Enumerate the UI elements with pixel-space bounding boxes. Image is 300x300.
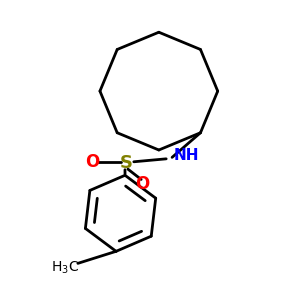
Text: $\mathregular{H_3C}$: $\mathregular{H_3C}$ (51, 260, 79, 276)
Text: O: O (136, 175, 150, 193)
Text: S: S (120, 154, 133, 172)
Text: NH: NH (174, 148, 199, 164)
Text: O: O (85, 153, 100, 171)
